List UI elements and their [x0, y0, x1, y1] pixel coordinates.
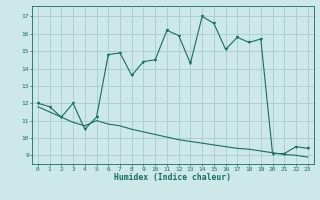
X-axis label: Humidex (Indice chaleur): Humidex (Indice chaleur) — [114, 173, 231, 182]
